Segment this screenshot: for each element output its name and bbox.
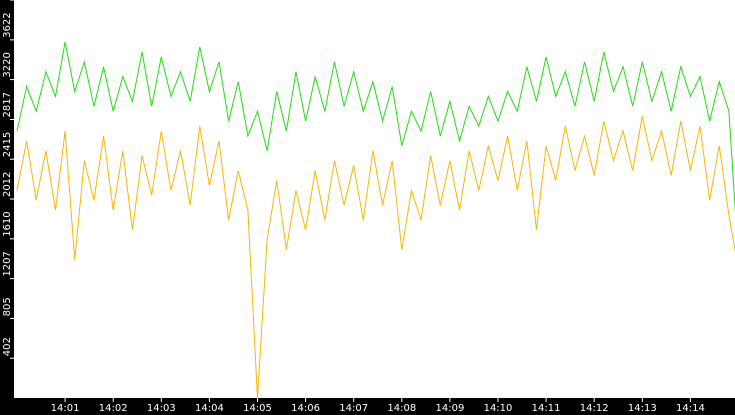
y-tick-label: 2415 <box>2 132 13 157</box>
y-tick-label: 402 <box>2 337 13 356</box>
y-tick-label: 3622 <box>2 12 13 37</box>
y-axis-strip <box>0 0 14 415</box>
series-line <box>16 116 735 398</box>
series-line <box>16 41 735 214</box>
x-tick-label: 14:14 <box>676 403 705 414</box>
x-tick-label: 14:02 <box>99 403 128 414</box>
x-tick-label: 14:04 <box>195 403 224 414</box>
x-tick-label: 14:12 <box>580 403 609 414</box>
x-tick-label: 14:11 <box>532 403 561 414</box>
x-axis-strip <box>0 398 735 415</box>
x-tick-label: 14:10 <box>484 403 513 414</box>
x-tick-label: 14:05 <box>243 403 272 414</box>
x-tick-label: 14:07 <box>339 403 368 414</box>
x-tick-label: 14:03 <box>147 403 176 414</box>
plot-area <box>16 41 735 398</box>
y-tick-label: 805 <box>2 297 13 316</box>
x-tick-label: 14:06 <box>291 403 320 414</box>
x-tick-label: 14:01 <box>51 403 80 414</box>
y-tick-label: 2012 <box>2 172 13 197</box>
y-tick-label: 1207 <box>2 251 13 276</box>
y-tick-label: 3220 <box>2 52 13 77</box>
y-tick-label: 2817 <box>2 92 13 117</box>
x-tick-label: 14:08 <box>387 403 416 414</box>
x-tick-label: 14:13 <box>628 403 657 414</box>
y-tick-label: 1610 <box>2 211 13 236</box>
x-tick-label: 14:09 <box>435 403 464 414</box>
